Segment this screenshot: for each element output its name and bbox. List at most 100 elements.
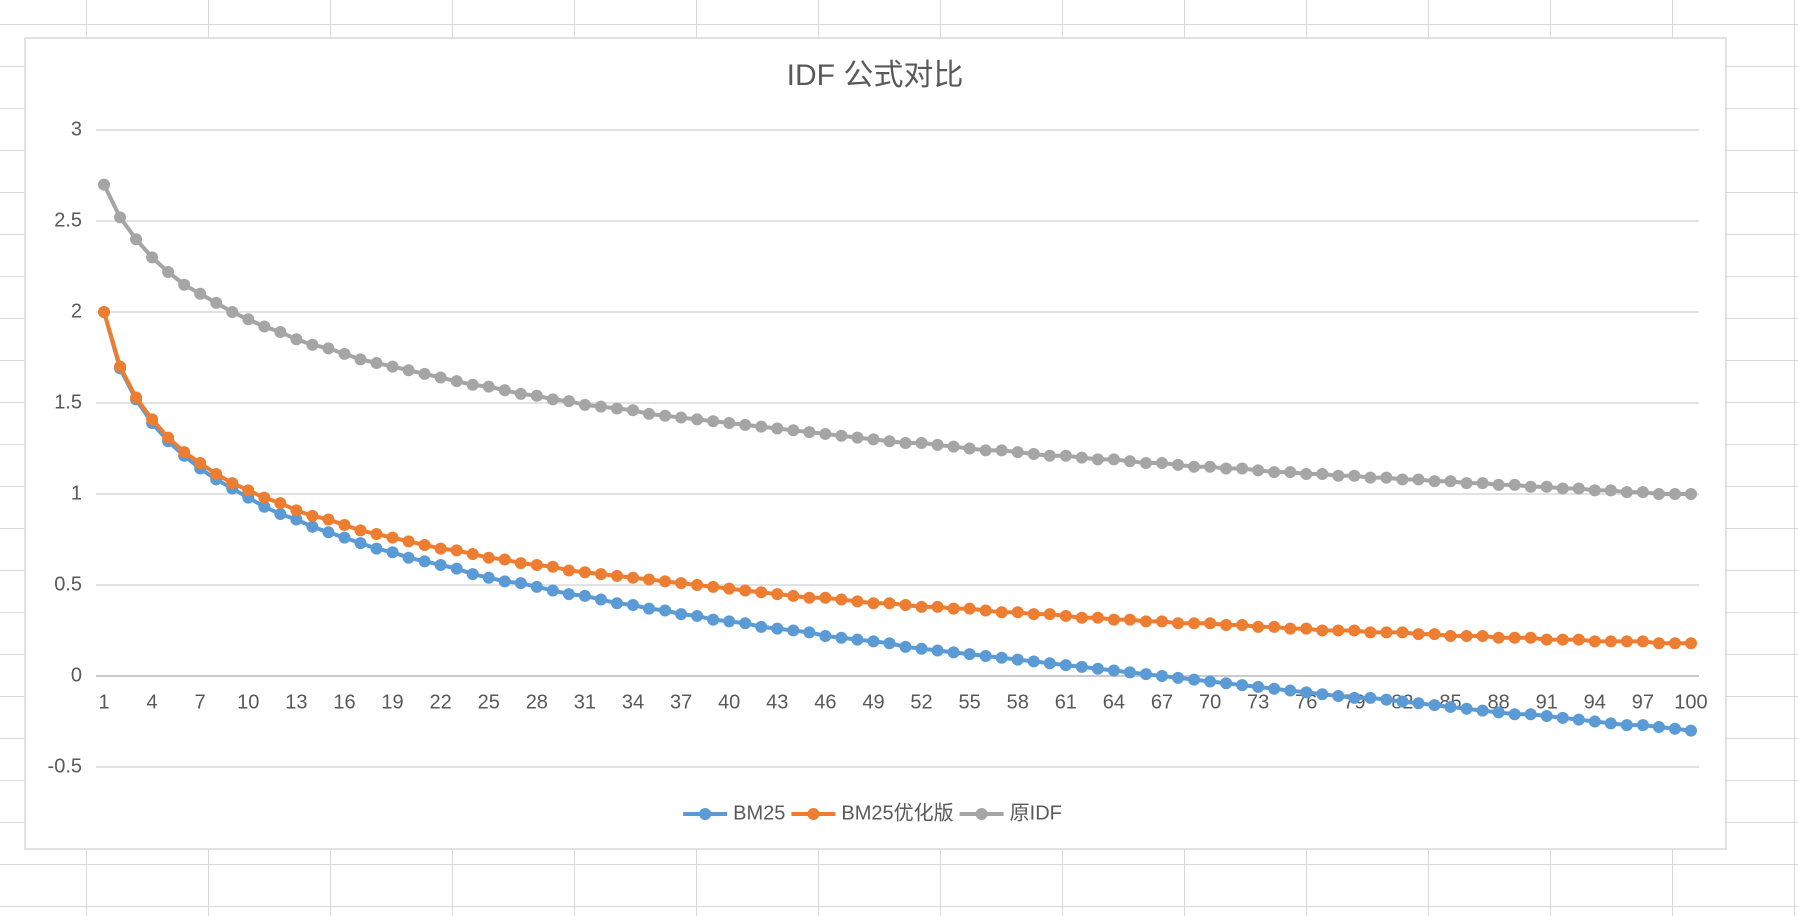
point [1043,657,1056,670]
point [530,389,543,402]
point [787,424,800,437]
point [1636,486,1649,499]
point [1268,682,1281,695]
point [1188,460,1201,473]
point [867,433,880,446]
y-tick-label: 1.5 [54,391,82,413]
point [402,364,415,377]
x-tick-label: 52 [910,691,932,713]
point [290,513,303,526]
point [402,551,415,564]
point [995,651,1008,664]
point [370,356,383,369]
point [226,306,239,318]
point [787,624,800,637]
point [98,306,111,318]
point [1348,469,1361,482]
point [723,615,736,628]
point [915,642,928,655]
point [434,371,447,384]
point [210,467,223,480]
point [370,528,383,541]
point [1252,620,1265,633]
point [771,588,784,601]
point [931,644,944,657]
y-tick-label: -0.5 [48,755,82,777]
point [610,569,623,582]
point [242,313,255,326]
point [338,347,351,360]
point [1364,626,1377,639]
point [1476,477,1489,490]
point [562,564,575,577]
point [1460,702,1473,715]
point [1428,628,1441,641]
point [178,446,191,459]
point [1139,615,1152,628]
point [675,411,688,424]
point [803,626,816,639]
point [835,593,848,606]
point [610,402,623,415]
x-tick-label: 28 [526,691,548,713]
point [1684,724,1697,737]
point [546,393,559,406]
point [1027,447,1040,460]
point [755,586,768,599]
point [1588,715,1601,728]
point [1396,473,1409,486]
point [322,513,335,526]
x-tick-label: 34 [622,691,644,713]
point [1364,691,1377,704]
x-tick-label: 91 [1536,691,1558,713]
point [258,500,271,513]
point [386,546,399,559]
x-tick-label: 55 [959,691,981,713]
point [1284,622,1297,635]
point [306,509,319,522]
point [1332,690,1345,703]
legend-marker [975,808,988,820]
point [498,384,511,397]
point [306,338,319,351]
point [739,418,752,431]
point [434,542,447,555]
point [819,591,832,604]
point [947,646,960,659]
point [1636,719,1649,732]
point [1604,717,1617,730]
point [578,566,591,579]
point [274,497,287,510]
point [450,544,463,557]
point [290,333,303,346]
point [1316,688,1329,701]
point [1604,635,1617,648]
point [594,568,607,581]
point [707,580,720,593]
point [1684,488,1697,500]
point [370,542,383,555]
point [1236,619,1249,632]
point [643,602,656,615]
legend-label: 原IDF [1010,802,1062,824]
legend-marker [699,808,712,820]
point [1220,677,1233,690]
chart-title: IDF 公式对比 [787,59,964,92]
point [1059,609,1072,622]
x-tick-label: 7 [195,691,206,713]
point [210,296,223,309]
point [771,422,784,435]
point [530,580,543,593]
point [851,431,864,444]
point [1460,477,1473,490]
point [1412,473,1425,486]
point [1508,631,1521,644]
point [1652,720,1665,733]
point [1091,611,1104,624]
point [915,437,928,450]
y-tick-label: 2 [71,300,82,322]
point [1572,713,1585,726]
legend-marker [807,808,820,820]
point [1075,451,1088,464]
point [386,531,399,544]
